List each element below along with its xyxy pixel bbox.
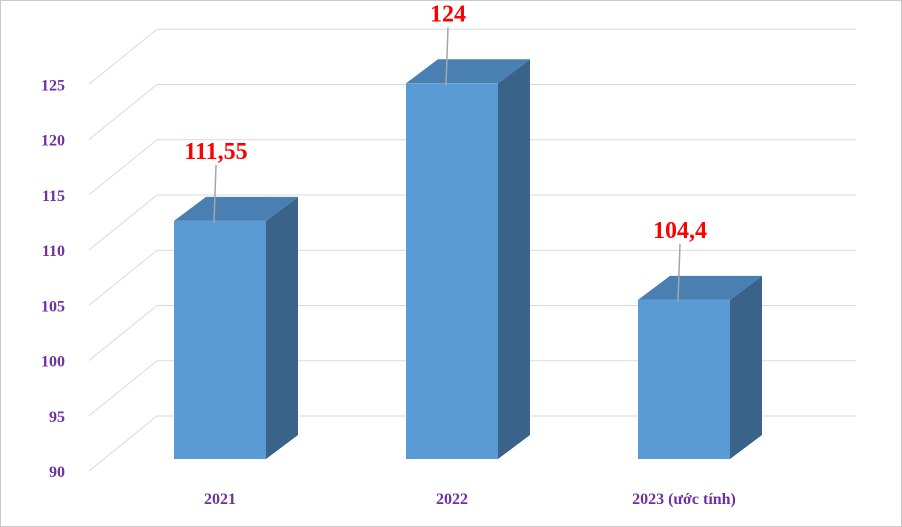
- gridline-diagonal-100: [88, 305, 158, 361]
- x-tick-label: 2021: [204, 491, 236, 508]
- bar-2021-side: [266, 196, 298, 459]
- x-tick-label: 2023 (ước tính): [632, 491, 736, 508]
- bar-2021: [174, 220, 266, 459]
- leader-line: [445, 27, 449, 86]
- gridline-diagonal-90: [88, 415, 158, 472]
- bar-2023-c-t-nh-: [638, 299, 730, 459]
- x-tick-label: 2022: [436, 491, 468, 508]
- data-label: 104,4: [653, 218, 707, 244]
- data-label: 124: [430, 1, 466, 27]
- gridline-diagonal-125: [88, 28, 158, 85]
- gridline-diagonal-120: [88, 84, 158, 140]
- y-tick-label: 125: [41, 77, 65, 94]
- gridline-diagonal-95: [88, 360, 158, 417]
- y-tick-label: 100: [41, 354, 65, 371]
- bar-2022: [406, 83, 498, 460]
- bar-2022-side: [498, 59, 530, 460]
- gridline-diagonal-110: [88, 194, 158, 251]
- data-label: 111,55: [184, 139, 247, 165]
- bar-2022-top: [406, 59, 530, 84]
- y-tick-label: 95: [49, 409, 65, 426]
- y-tick-label: 120: [41, 133, 65, 150]
- bar-2023-c-t-nh--top: [638, 275, 762, 300]
- y-tick-label: 110: [42, 243, 65, 260]
- y-tick-label: 90: [49, 464, 65, 481]
- y-tick-label: 105: [41, 298, 65, 315]
- gridline-diagonal-115: [88, 139, 158, 196]
- leader-line: [677, 243, 681, 302]
- gridline-diagonal-105: [88, 249, 158, 306]
- y-tick-label: 115: [42, 188, 65, 205]
- bar-2023-c-t-nh--side: [730, 275, 762, 459]
- bar-2021-top: [174, 196, 298, 221]
- leader-line: [213, 164, 217, 223]
